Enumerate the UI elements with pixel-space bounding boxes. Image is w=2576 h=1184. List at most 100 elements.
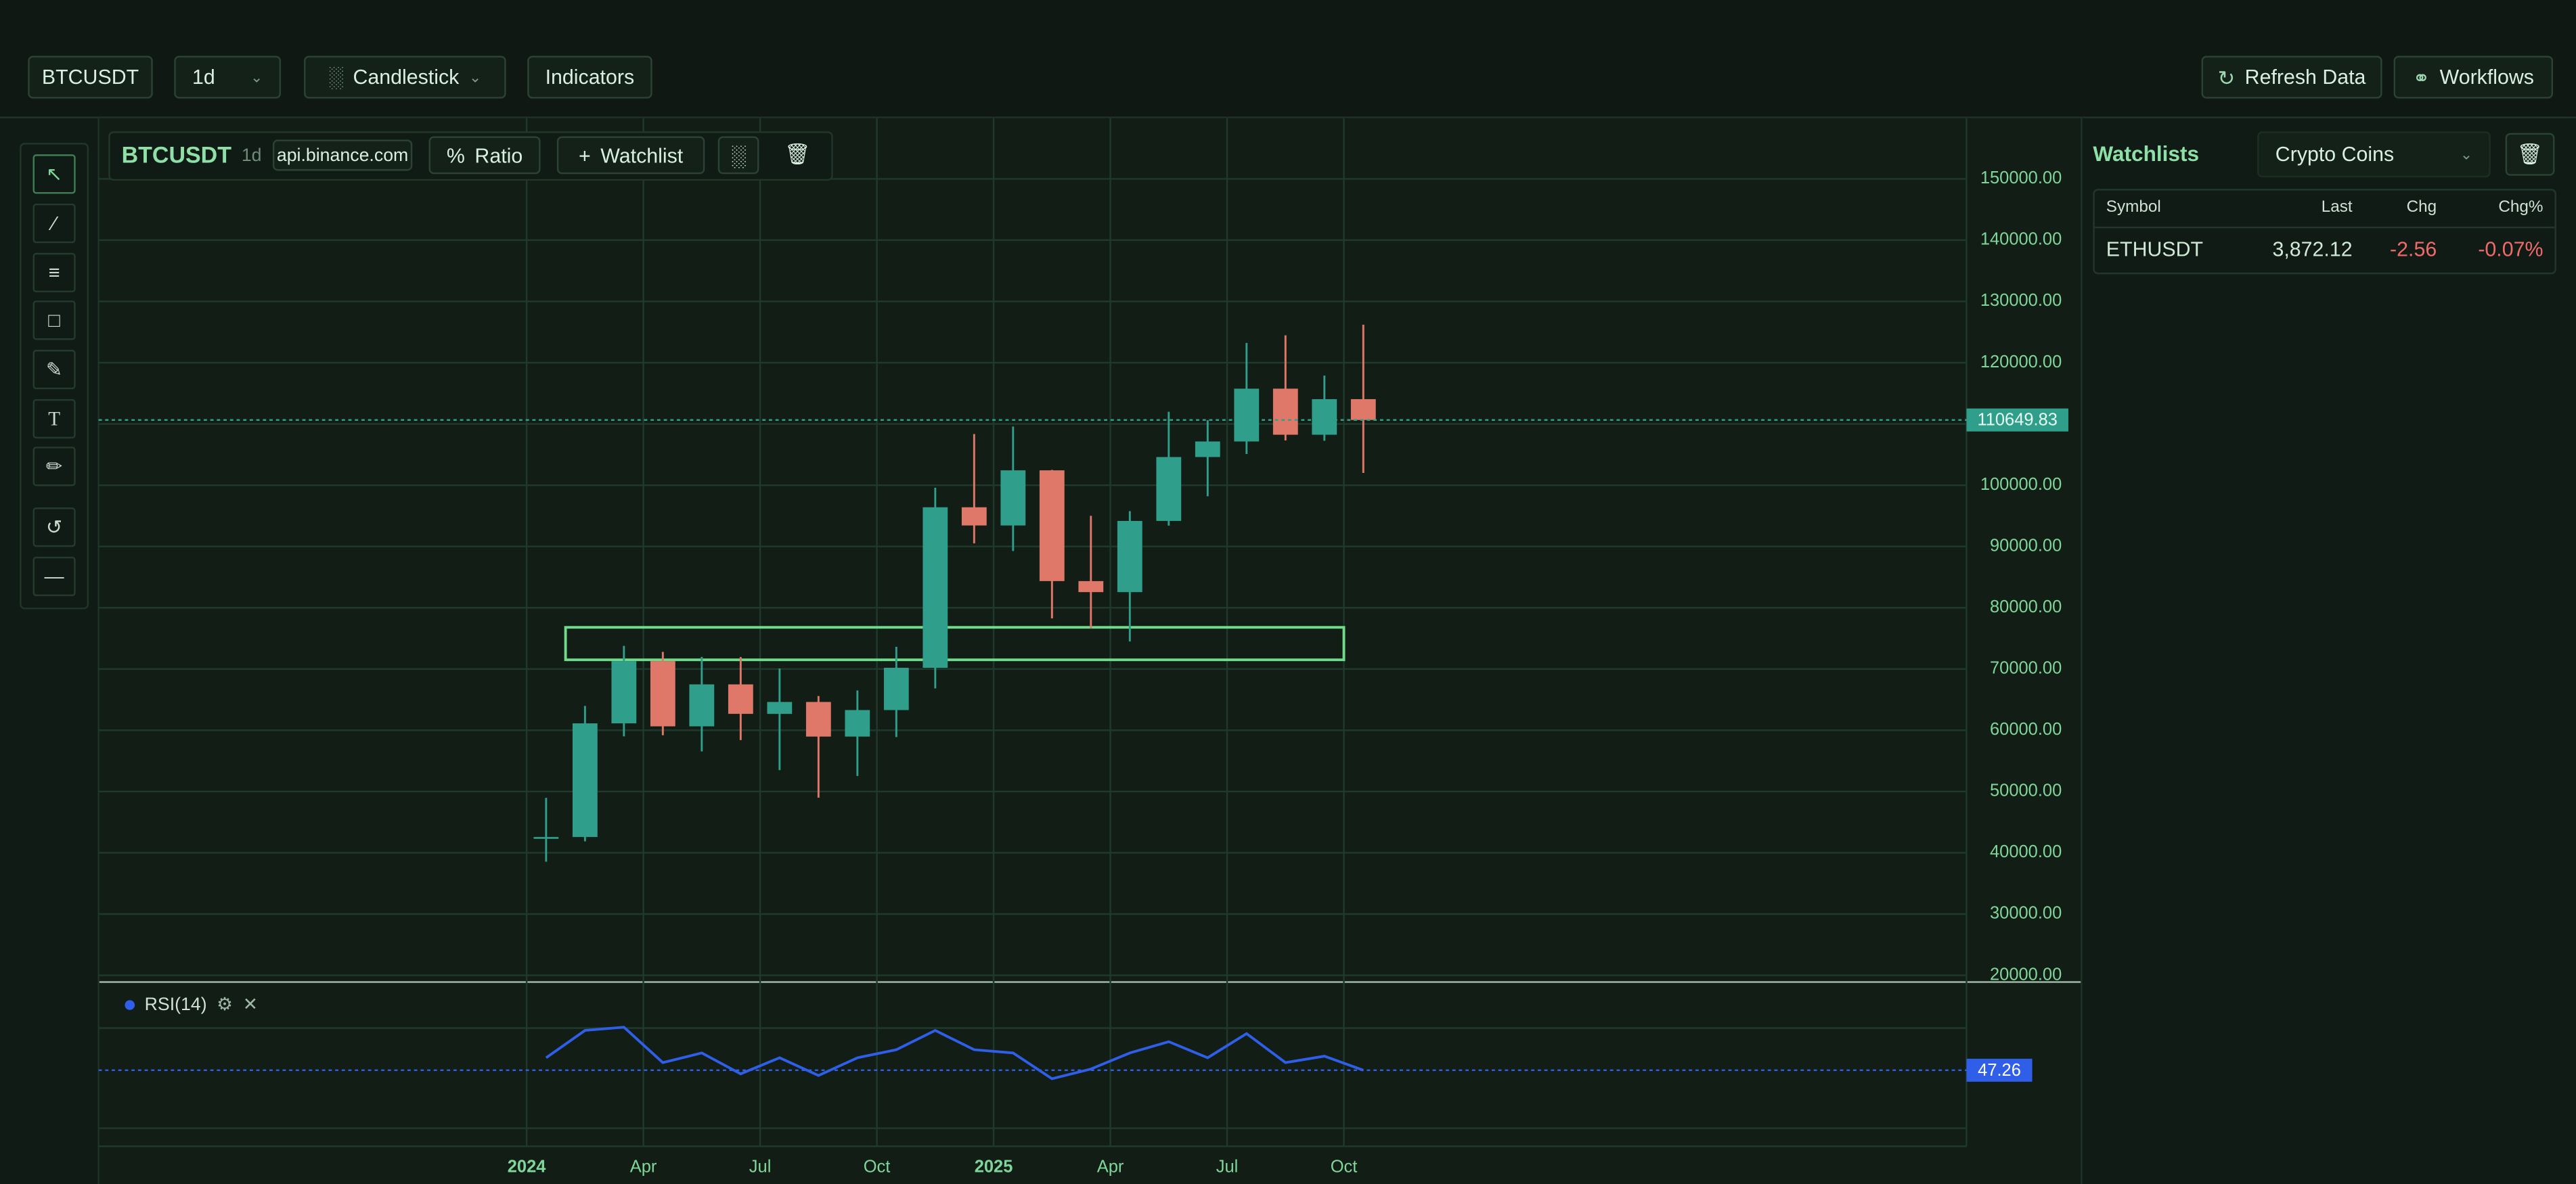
icon: % <box>446 143 465 167</box>
candle-body <box>1195 441 1220 457</box>
delete-chart-button[interactable]: 🗑 <box>784 143 811 166</box>
x-tick-label: 2024 <box>508 1158 546 1177</box>
rect-tool[interactable]: □ <box>32 300 76 340</box>
label: Indicators <box>545 66 635 89</box>
chevron: ⌄ <box>468 68 482 85</box>
candle-body <box>611 661 637 724</box>
col-header: Chg% <box>2498 199 2544 218</box>
x-tick-label: Apr <box>1097 1158 1124 1177</box>
cell-symbol: ETHUSDT <box>2106 238 2204 262</box>
col-header: Chg <box>2406 199 2437 218</box>
candle-body <box>1272 388 1298 435</box>
y-tick-label: 130000.00 <box>1980 291 2062 310</box>
candle-body <box>923 507 948 668</box>
candle-body <box>1000 470 1026 526</box>
y-tick-label: 20000.00 <box>1990 965 2062 984</box>
candle-body <box>767 702 793 714</box>
candle-body <box>1350 399 1376 420</box>
last-price-badge <box>1966 408 2068 432</box>
rsi-badge <box>1966 1058 2033 1082</box>
candle-body <box>1234 388 1260 442</box>
x-tick-label: 2025 <box>975 1158 1013 1177</box>
x-tick-label: Oct <box>864 1158 891 1177</box>
chevron: ⌄ <box>250 68 263 85</box>
candle-body <box>1117 520 1142 593</box>
header-row: Symbol Last Chg Chg% <box>2094 191 2555 227</box>
y-tick-label: 70000.00 <box>1990 659 2062 678</box>
chart-type-select[interactable]: ░ Candlestick ⌄ <box>304 55 506 99</box>
label: BTCUSDT <box>41 66 139 89</box>
cell-chg: -2.56 <box>2390 238 2437 262</box>
y-tick-label: 150000.00 <box>1980 168 2062 187</box>
y-tick-label: 40000.00 <box>1990 842 2062 861</box>
candle-body <box>1078 580 1104 593</box>
interval-select[interactable]: 1d ⌄ <box>174 55 282 99</box>
table: Symbol Last Chg Chg% ETHUSDT 3,872.12 -2… <box>2094 191 2555 273</box>
measure-tool[interactable]: ✏ <box>32 447 76 486</box>
label: Ratio <box>474 143 523 167</box>
workflows-button[interactable]: ⚭ Workflows <box>2393 55 2554 99</box>
rsi-name: RSI(14) <box>144 994 207 1014</box>
candle-body <box>961 507 987 526</box>
label: Watchlist <box>600 143 684 167</box>
x-tick-label: Oct <box>1331 1158 1358 1177</box>
y-tick-label: 30000.00 <box>1990 904 2062 923</box>
watchlist-button[interactable]: + Watchlist <box>556 136 705 175</box>
col-header: Last <box>2321 199 2353 218</box>
candle-body <box>805 702 831 737</box>
fib-tool[interactable]: ≡ <box>32 252 76 293</box>
line-tool[interactable]: ∕ <box>32 203 76 244</box>
x-tick-label: Jul <box>1216 1158 1239 1177</box>
ratio-button[interactable]: % Ratio <box>428 136 541 175</box>
chevron: ⌄ <box>2460 145 2473 162</box>
delete-watchlist-button[interactable]: 🗑 <box>2505 133 2555 176</box>
refresh-button[interactable]: ↻ Refresh Data <box>2201 55 2382 99</box>
symbol-button[interactable]: BTCUSDT <box>28 55 153 99</box>
candle-body <box>533 837 559 839</box>
remove-tool[interactable]: — <box>32 556 76 597</box>
indicator-icon-button[interactable]: ░ <box>717 136 759 175</box>
y-tick-label: 100000.00 <box>1980 475 2062 494</box>
rsi-last-label: 47.26 <box>1978 1061 2021 1080</box>
chart-symbol: BTCUSDT <box>121 141 231 168</box>
drawn-rectangle <box>564 626 1346 662</box>
watchlist-table: Symbol Last Chg Chg% ETHUSDT 3,872.12 -2… <box>2093 189 2556 275</box>
rsi-line <box>545 1026 1364 1080</box>
y-tick-label: 60000.00 <box>1990 720 2062 739</box>
candle-body <box>1039 470 1065 581</box>
candle-body <box>1156 457 1182 521</box>
icon: ↻ <box>2217 66 2236 90</box>
cell-last: 3,872.12 <box>2272 238 2353 262</box>
y-tick-label: 80000.00 <box>1990 597 2062 616</box>
watchlist-select[interactable]: Crypto Coins ⌄ <box>2257 131 2491 178</box>
col-header: Symbol <box>2106 199 2161 218</box>
undo-tool[interactable]: ↺ <box>32 507 76 547</box>
y-tick-label: 140000.00 <box>1980 230 2062 249</box>
label: 1d <box>192 66 215 89</box>
candle-body <box>689 684 715 727</box>
select-tool[interactable]: ↖ <box>32 154 76 194</box>
pen-tool[interactable]: ✎ <box>32 350 76 390</box>
tool-panel <box>20 143 89 610</box>
rsi-settings[interactable]: ⚙ <box>217 995 234 1016</box>
candle-body <box>883 668 909 710</box>
x-tick-label: Apr <box>630 1158 657 1177</box>
cell-chg-pct: -0.07% <box>2478 238 2544 262</box>
icon: ⚭ <box>2412 66 2430 90</box>
icon: ░ <box>328 66 343 89</box>
label: api.binance.com <box>276 145 409 165</box>
text-tool[interactable]: T <box>32 399 76 439</box>
candle-body <box>1312 399 1337 435</box>
rsi-close[interactable]: ✕ <box>242 995 259 1016</box>
row[interactable]: ETHUSDT 3,872.12 -2.56 -0.07% <box>2095 227 2555 273</box>
label: Refresh Data <box>2244 66 2366 89</box>
y-tick-label: 120000.00 <box>1980 352 2062 371</box>
indicators-button[interactable]: Indicators <box>527 55 652 99</box>
last-price-label: 110649.83 <box>1977 411 2058 430</box>
rsi-legend: RSI(14) ⚙ ✕ <box>125 994 259 1016</box>
candle-body <box>572 723 598 838</box>
candle-body <box>728 684 753 714</box>
rsi-dot <box>125 999 135 1009</box>
